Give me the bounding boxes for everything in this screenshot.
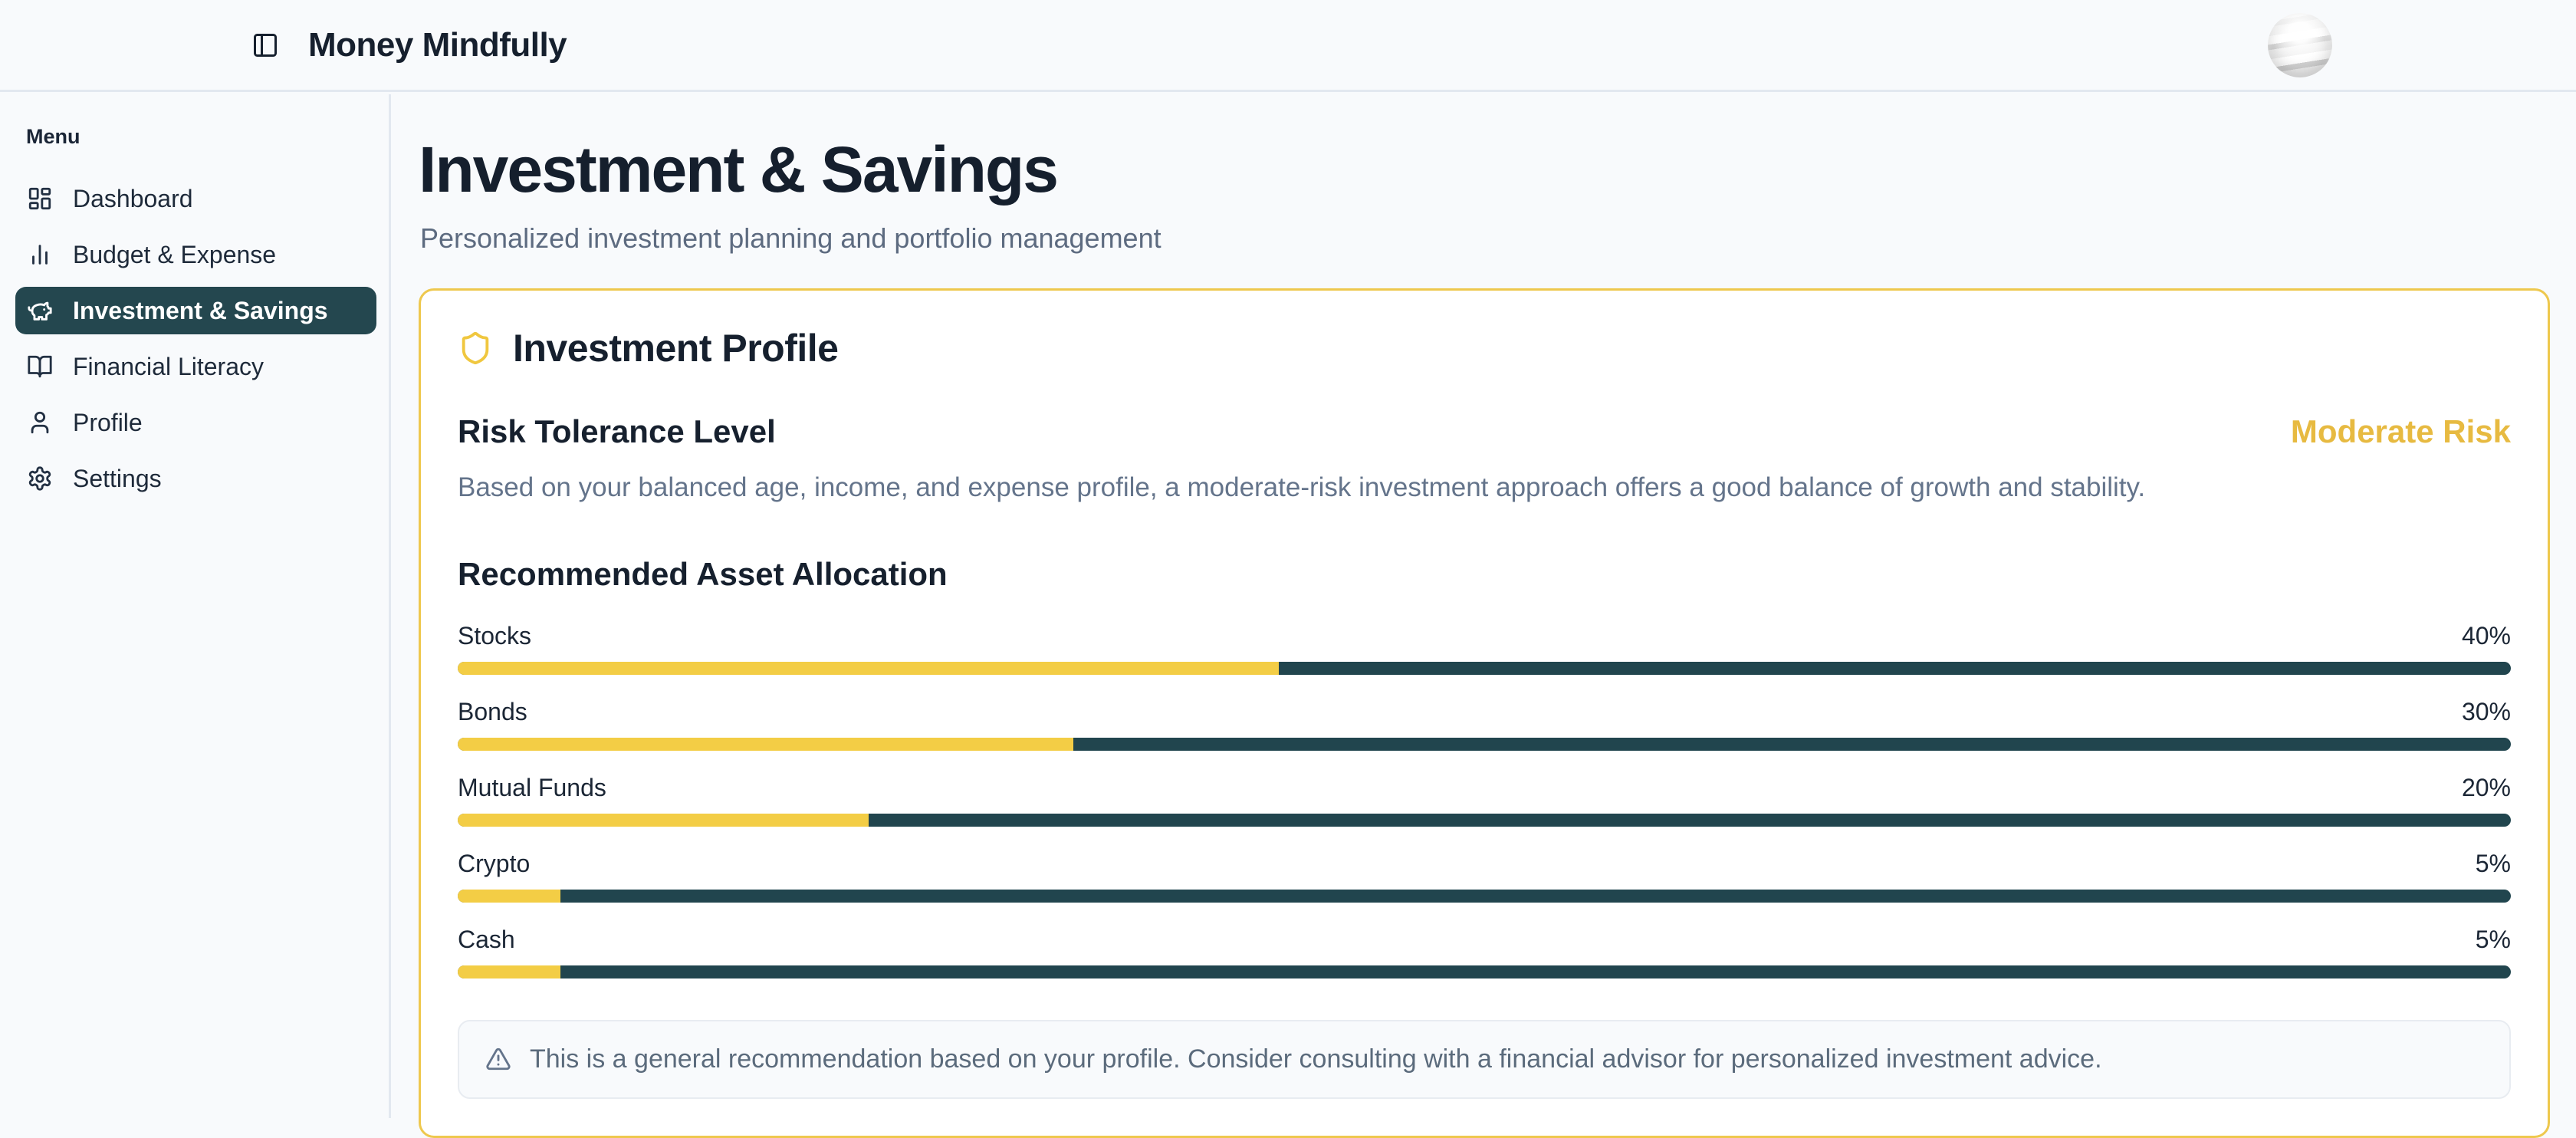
- sidebar-item-label: Profile: [73, 408, 143, 436]
- allocation-row-cash: Cash 5%: [458, 926, 2511, 978]
- allocation-percent: 40%: [2461, 621, 2511, 650]
- dashboard-icon: [27, 186, 53, 212]
- sidebar-item-dashboard[interactable]: Dashboard: [15, 175, 376, 222]
- sidebar-toggle-icon[interactable]: [251, 31, 279, 59]
- sidebar-item-investment-savings[interactable]: Investment & Savings: [15, 287, 376, 334]
- allocation-row-bonds: Bonds 30%: [458, 698, 2511, 751]
- shield-icon: [458, 331, 493, 366]
- sidebar-item-profile[interactable]: Profile: [15, 399, 376, 446]
- allocation-bar-track: [458, 965, 2511, 978]
- allocation-label: Stocks: [458, 621, 532, 650]
- allocation-row-crypto: Crypto 5%: [458, 850, 2511, 903]
- piggy-bank-icon: [27, 298, 53, 324]
- page-title: Investment & Savings: [419, 133, 1059, 206]
- allocation-label: Mutual Funds: [458, 773, 606, 801]
- allocation-bar-track: [458, 737, 2511, 751]
- risk-tolerance-heading: Risk Tolerance Level: [458, 413, 776, 449]
- allocation-label: Bonds: [458, 697, 527, 725]
- warning-triangle-icon: [485, 1046, 511, 1072]
- risk-description: Based on your balanced age, income, and …: [458, 472, 2146, 502]
- sidebar-item-label: Dashboard: [73, 184, 193, 212]
- allocation-label: Cash: [458, 925, 515, 953]
- allocation-percent: 30%: [2461, 697, 2511, 725]
- allocation-row-stocks: Stocks 40%: [458, 622, 2511, 675]
- advisory-note-text: This is a general recommendation based o…: [530, 1044, 2102, 1074]
- investment-profile-card: Investment Profile Risk Tolerance Level …: [419, 288, 2550, 1138]
- allocation-bar-track: [458, 889, 2511, 903]
- avatar[interactable]: [2268, 12, 2332, 77]
- bar-chart-icon: [27, 242, 53, 268]
- user-icon: [27, 409, 53, 436]
- page-subtitle: Personalized investment planning and por…: [420, 222, 1162, 254]
- allocation-heading: Recommended Asset Allocation: [458, 555, 948, 592]
- sidebar: Menu Dashboard Budget & Expense: [0, 94, 391, 1118]
- allocation-row-mutual-funds: Mutual Funds 20%: [458, 774, 2511, 827]
- allocation-list: Stocks 40% Bonds 30% Mutual Funds: [458, 622, 2511, 978]
- allocation-bar-fill: [458, 813, 869, 827]
- sidebar-item-budget-expense[interactable]: Budget & Expense: [15, 231, 376, 278]
- sidebar-item-label: Financial Literacy: [73, 352, 264, 380]
- gear-icon: [27, 465, 53, 492]
- allocation-bar-fill: [458, 965, 560, 978]
- sidebar-item-settings[interactable]: Settings: [15, 455, 376, 502]
- allocation-bar-fill: [458, 737, 1074, 751]
- sidebar-section-label: Menu: [26, 125, 80, 148]
- allocation-percent: 20%: [2461, 773, 2511, 801]
- app-title: Money Mindfully: [308, 25, 567, 64]
- sidebar-item-financial-literacy[interactable]: Financial Literacy: [15, 343, 376, 390]
- allocation-percent: 5%: [2475, 849, 2511, 877]
- sidebar-nav: Dashboard Budget & Expense Investment & …: [0, 175, 389, 502]
- allocation-bar-track: [458, 661, 2511, 675]
- allocation-bar-track: [458, 813, 2511, 827]
- sidebar-item-label: Investment & Savings: [73, 296, 328, 324]
- sidebar-item-label: Settings: [73, 464, 162, 492]
- allocation-label: Crypto: [458, 849, 531, 877]
- allocation-percent: 5%: [2475, 925, 2511, 953]
- risk-level-badge: Moderate Risk: [2290, 413, 2511, 449]
- app-header: Money Mindfully: [0, 0, 2576, 92]
- sidebar-item-label: Budget & Expense: [73, 240, 277, 268]
- book-open-icon: [27, 354, 53, 380]
- allocation-bar-fill: [458, 889, 560, 903]
- allocation-bar-fill: [458, 661, 1280, 675]
- main-content: Investment & Savings Personalized invest…: [393, 94, 2576, 1138]
- card-title: Investment Profile: [513, 327, 839, 370]
- advisory-note: This is a general recommendation based o…: [458, 1019, 2511, 1099]
